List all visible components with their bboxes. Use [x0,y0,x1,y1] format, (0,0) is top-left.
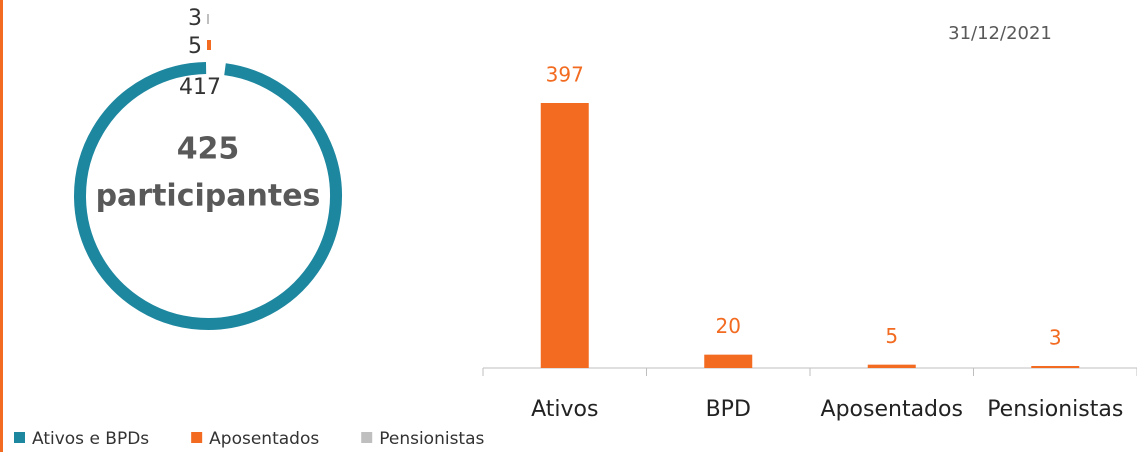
slice-label: 3 [188,6,202,31]
value-label: 5 [885,324,898,348]
legend-swatch [191,432,203,443]
chart-date: 31/12/2021 [948,23,1052,44]
bar [1031,365,1080,368]
donut-center-label: participantes [96,179,321,214]
legend-label: Aposentados [209,429,319,449]
bar [704,354,753,368]
left-border [0,0,3,452]
slice-label: 417 [179,75,221,100]
bar [867,364,916,368]
value-label: 397 [546,63,584,87]
value-label: 3 [1049,325,1062,349]
x-tick-label: Ativos [531,397,598,422]
x-tick-label: BPD [706,397,751,422]
value-label: 20 [716,314,741,338]
bar [540,103,589,368]
x-tick-label: Pensionistas [987,397,1123,422]
donut-slice [207,14,209,24]
donut-total: 425 [177,132,240,167]
donut-slice [74,62,342,330]
slice-label: 5 [188,34,202,59]
x-tick-label: Aposentados [821,397,963,422]
donut-slice [207,40,211,50]
legend-swatch [361,432,373,443]
legend-label: Ativos e BPDs [32,429,149,449]
legend-label: Pensionistas [379,429,484,449]
legend-swatch [14,432,25,443]
